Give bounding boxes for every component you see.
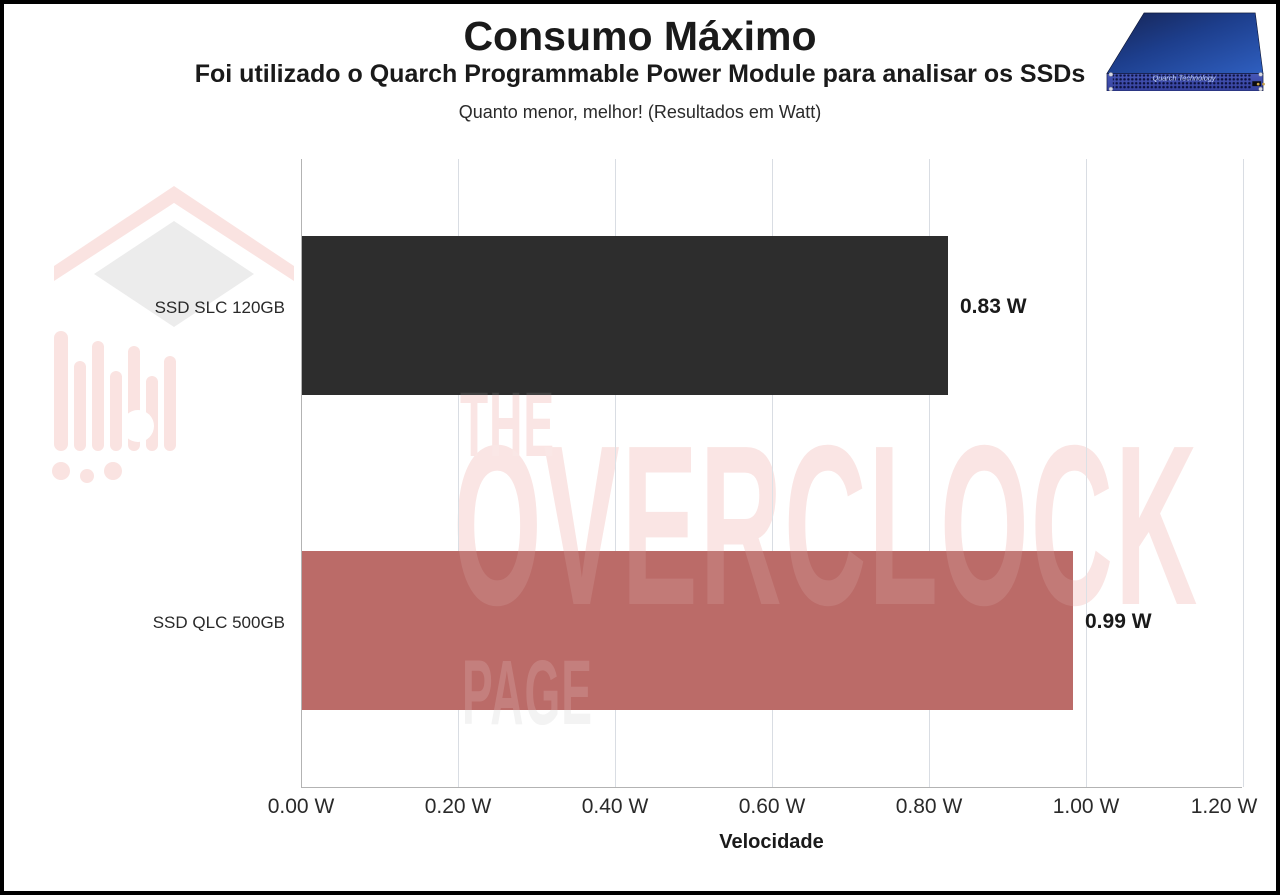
svg-text:Quarch Technology: Quarch Technology	[1153, 73, 1217, 82]
